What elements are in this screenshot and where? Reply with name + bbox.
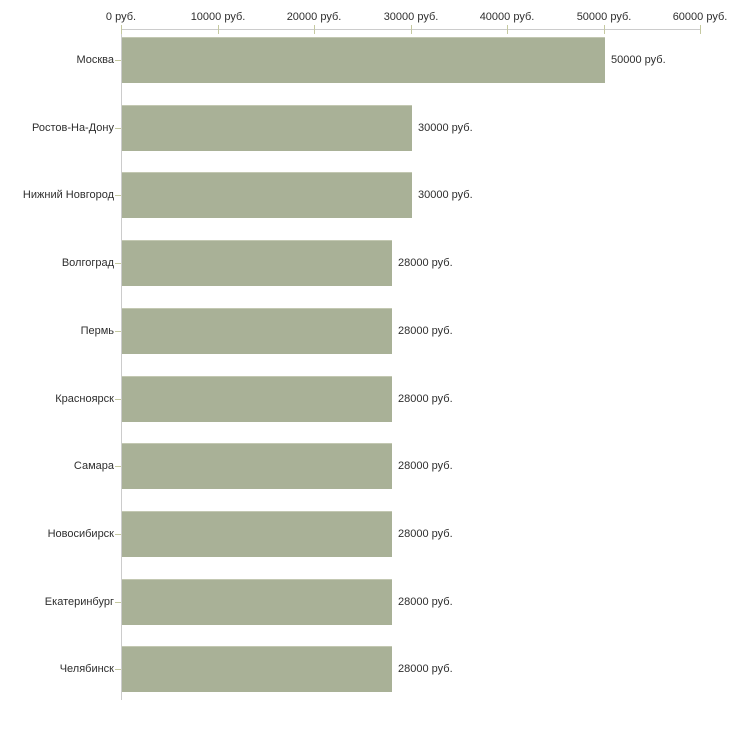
x-axis-tick-label: 50000 руб.	[576, 11, 632, 23]
bar	[122, 172, 412, 218]
category-label: Волгоград	[61, 257, 114, 269]
bar	[122, 646, 392, 692]
category-label: Челябинск	[59, 663, 114, 675]
value-label: 28000 руб.	[398, 257, 453, 269]
x-axis-tick-mark	[121, 25, 122, 34]
value-label: 28000 руб.	[398, 528, 453, 540]
value-label: 28000 руб.	[398, 393, 453, 405]
value-label: 30000 руб.	[418, 122, 473, 134]
value-label: 30000 руб.	[418, 189, 473, 201]
x-axis-tick-mark	[507, 25, 508, 34]
value-label: 28000 руб.	[398, 460, 453, 472]
y-axis-line	[121, 29, 122, 700]
y-axis-tick-mark	[115, 128, 121, 129]
x-axis-tick-label: 0 руб.	[105, 11, 137, 23]
bar	[122, 105, 412, 151]
value-label: 28000 руб.	[398, 596, 453, 608]
x-axis-tick-mark	[218, 25, 219, 34]
y-axis-tick-mark	[115, 602, 121, 603]
x-axis-tick-label: 40000 руб.	[479, 11, 535, 23]
y-axis-tick-mark	[115, 195, 121, 196]
y-axis-tick-mark	[115, 466, 121, 467]
bar	[122, 579, 392, 625]
x-axis-tick-mark	[604, 25, 605, 34]
x-axis-line	[121, 29, 700, 30]
y-axis-tick-mark	[115, 263, 121, 264]
bar	[122, 376, 392, 422]
category-label: Москва	[76, 54, 114, 66]
bar	[122, 308, 392, 354]
bar	[122, 37, 605, 83]
y-axis-tick-mark	[115, 331, 121, 332]
y-axis-tick-mark	[115, 534, 121, 535]
bar	[122, 240, 392, 286]
category-label: Екатеринбург	[44, 596, 114, 608]
x-axis-tick-mark	[411, 25, 412, 34]
bar	[122, 511, 392, 557]
category-label: Ростов-На-Дону	[31, 122, 114, 134]
value-label: 28000 руб.	[398, 663, 453, 675]
x-axis-tick-label: 30000 руб.	[383, 11, 439, 23]
category-label: Красноярск	[55, 393, 114, 405]
y-axis-tick-mark	[115, 399, 121, 400]
value-label: 28000 руб.	[398, 325, 453, 337]
category-label: Новосибирск	[47, 528, 114, 540]
value-label: 50000 руб.	[611, 54, 666, 66]
x-axis-tick-label: 10000 руб.	[190, 11, 246, 23]
category-label: Пермь	[80, 325, 114, 337]
category-label: Нижний Новгород	[22, 189, 114, 201]
x-axis-tick-label: 60000 руб.	[672, 11, 728, 23]
category-label: Самара	[73, 460, 114, 472]
y-axis-tick-mark	[115, 60, 121, 61]
bar	[122, 443, 392, 489]
x-axis-tick-mark	[700, 25, 701, 34]
x-axis-tick-mark	[314, 25, 315, 34]
x-axis-tick-label: 20000 руб.	[286, 11, 342, 23]
y-axis-tick-mark	[115, 669, 121, 670]
